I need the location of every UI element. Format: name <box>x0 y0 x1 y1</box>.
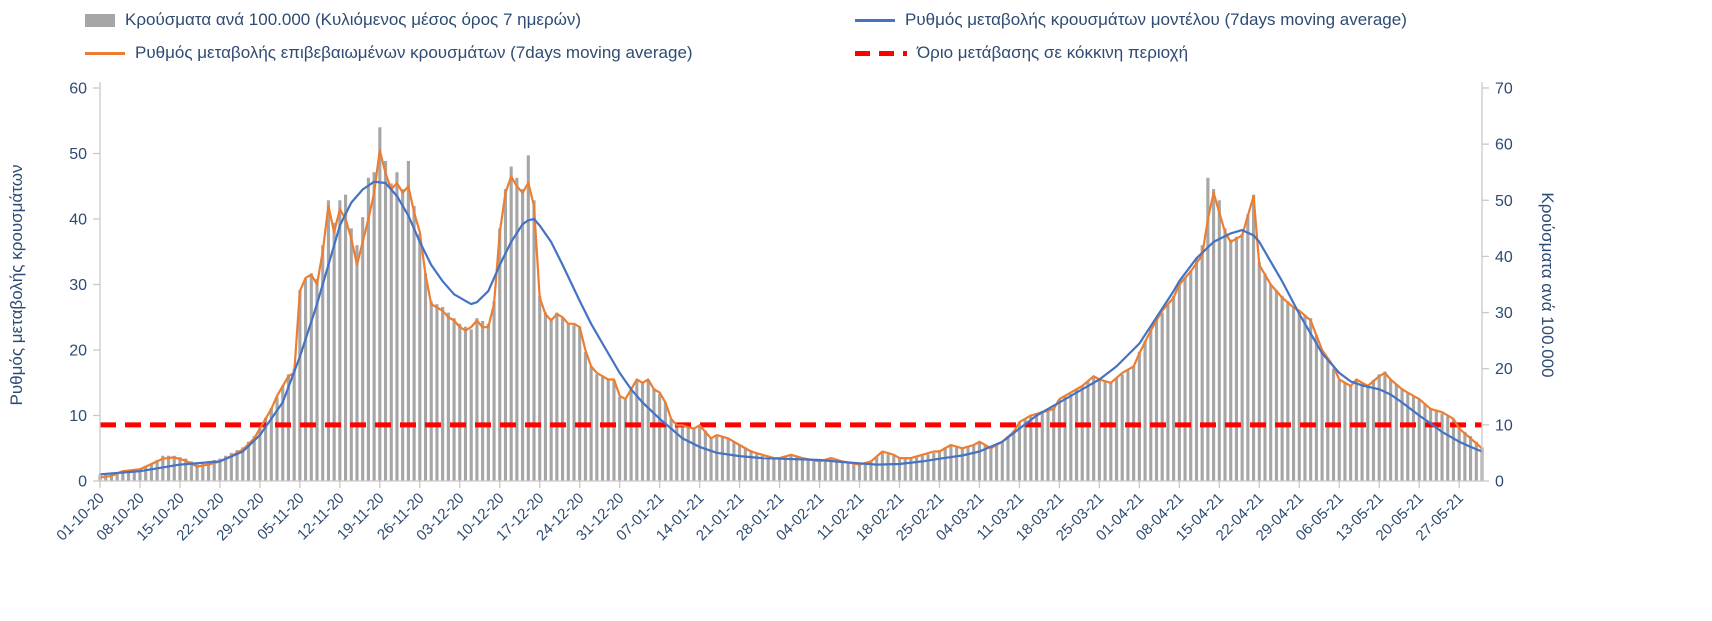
svg-text:40: 40 <box>1495 249 1513 266</box>
svg-text:70: 70 <box>1495 81 1513 98</box>
svg-text:20: 20 <box>1495 361 1513 378</box>
model-line-series <box>98 180 1484 476</box>
legend-label-threshold: Όριο μετάβασης σε κόκκινη περιοχή <box>917 43 1189 62</box>
svg-text:0: 0 <box>78 474 87 491</box>
bar-series-marker-icon <box>85 13 115 27</box>
legend-item-threshold: Όριο μετάβασης σε κόκκινη περιοχή <box>855 41 1188 65</box>
left-axis-title: Ρυθμός μεταβολής κρουσμάτων <box>7 165 26 406</box>
svg-text:30: 30 <box>69 277 87 294</box>
blue-line-marker-icon <box>855 18 895 22</box>
svg-text:60: 60 <box>69 81 87 98</box>
svg-text:50: 50 <box>1495 193 1513 210</box>
svg-text:60: 60 <box>1495 137 1513 154</box>
red-dash-marker-icon <box>855 50 907 56</box>
legend-item-cases-bars: Κρούσματα ανά 100.000 (Κυλιόμενος μέσος … <box>85 8 581 32</box>
legend-label-confirmed-line: Ρυθμός μεταβολής επιβεβαιωμένων κρουσμάτ… <box>135 43 693 62</box>
right-axis-title: Κρούσματα ανά 100.000 <box>1538 192 1557 377</box>
legend-item-model-line: Ρυθμός μεταβολής κρουσμάτων μοντέλου (7d… <box>855 8 1407 32</box>
svg-text:10: 10 <box>1495 417 1513 434</box>
confirmed-line-series <box>98 149 1484 479</box>
svg-text:40: 40 <box>69 212 87 229</box>
bars-series <box>98 127 1484 482</box>
legend-label-cases-bars: Κρούσματα ανά 100.000 (Κυλιόμενος μέσος … <box>125 10 582 29</box>
svg-text:10: 10 <box>69 408 87 425</box>
svg-text:50: 50 <box>69 146 87 163</box>
svg-text:0: 0 <box>1495 474 1504 491</box>
legend-label-model-line: Ρυθμός μεταβολής κρουσμάτων μοντέλου (7d… <box>905 10 1407 29</box>
chart-legend: Κρούσματα ανά 100.000 (Κυλιόμενος μέσος … <box>0 0 1712 70</box>
orange-line-marker-icon <box>85 51 125 55</box>
svg-text:20: 20 <box>69 343 87 360</box>
svg-text:30: 30 <box>1495 305 1513 322</box>
legend-item-confirmed-line: Ρυθμός μεταβολής επιβεβαιωμένων κρουσμάτ… <box>85 41 693 65</box>
